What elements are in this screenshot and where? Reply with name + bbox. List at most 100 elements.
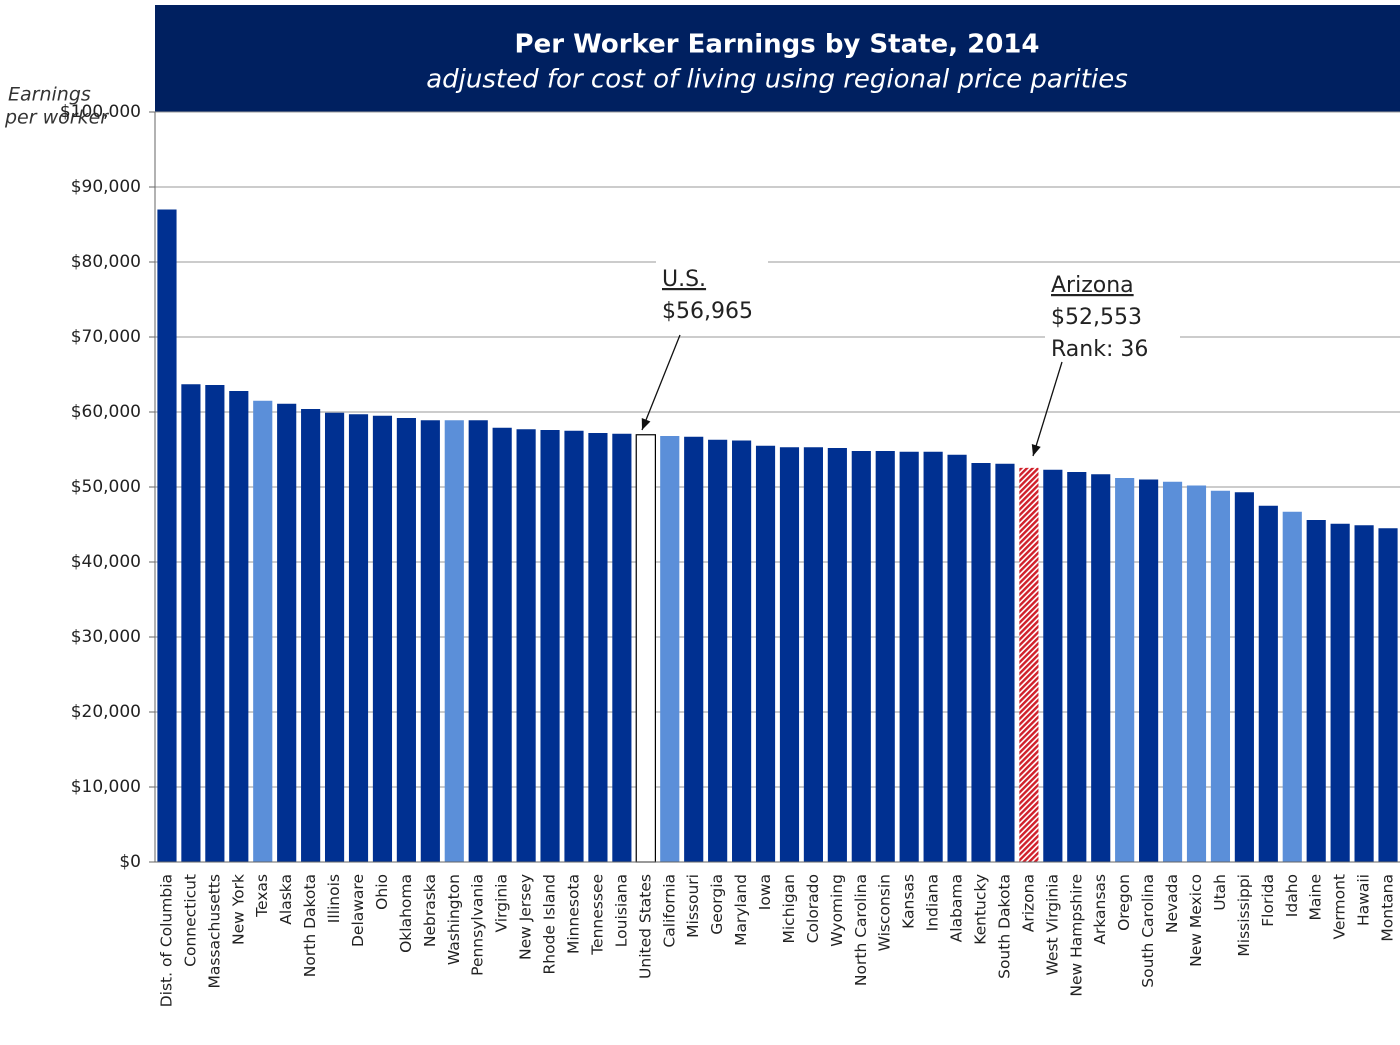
x-tick-label: Oklahoma: [397, 874, 415, 953]
bar: [875, 451, 895, 862]
x-tick-label: Oregon: [1115, 874, 1133, 931]
bar: [324, 412, 345, 862]
x-tick-label: South Carolina: [1139, 874, 1157, 988]
x-tick-label: Maryland: [732, 874, 750, 946]
annotation-box: [1045, 264, 1180, 372]
x-tick-label: Michigan: [780, 874, 798, 944]
x-tick-label: Delaware: [349, 874, 367, 947]
bar: [1043, 469, 1063, 862]
bar: [564, 430, 584, 862]
bar: [708, 439, 728, 862]
y-tick-label: $70,000: [71, 327, 141, 347]
bar: [995, 463, 1015, 862]
x-tick-label: South Dakota: [995, 874, 1013, 979]
bar: [612, 433, 632, 862]
bar: [1019, 467, 1039, 862]
bar: [253, 400, 273, 862]
y-tick-label: $10,000: [71, 777, 141, 797]
x-tick-label: New Jersey: [517, 874, 535, 960]
title-banner: [155, 5, 1400, 112]
x-tick-label: Mississippi: [1235, 874, 1253, 957]
chart-title: Per Worker Earnings by State, 2014: [515, 30, 1040, 60]
bar: [1139, 479, 1159, 862]
y-tick-label: $30,000: [71, 627, 141, 647]
bar: [301, 409, 321, 862]
annotation-text: U.S.: [662, 267, 706, 292]
bar: [420, 420, 440, 862]
x-tick-label: Dist. of Columbia: [157, 874, 175, 1007]
x-tick-label: Georgia: [708, 874, 726, 935]
x-tick-label: Massachusetts: [205, 874, 223, 989]
bar: [1258, 505, 1278, 862]
x-tick-label: Ohio: [373, 874, 391, 910]
bar: [851, 451, 871, 862]
x-tick-label: Colorado: [804, 874, 822, 943]
y-tick-label: $20,000: [71, 702, 141, 722]
annotation-arrow: [1032, 361, 1063, 457]
bar: [157, 209, 177, 862]
x-tick-label: Kentucky: [972, 874, 990, 945]
bar: [1091, 474, 1111, 862]
bar: [1115, 478, 1135, 862]
x-tick-label: Connecticut: [181, 874, 199, 967]
x-tick-label: New York: [229, 874, 247, 945]
chart-subtitle: adjusted for cost of living using region…: [426, 65, 1128, 95]
bar: [1354, 525, 1374, 862]
x-tick-label: Nebraska: [421, 874, 439, 947]
bar: [684, 436, 704, 862]
x-tick-label: Illinois: [325, 874, 343, 923]
x-tick-label: Idaho: [1283, 874, 1301, 917]
bar: [755, 445, 776, 862]
bar: [540, 430, 560, 862]
y-tick-label: $40,000: [71, 552, 141, 572]
bar: [1282, 511, 1302, 862]
bar: [923, 451, 943, 862]
y-tick-label: $100,000: [60, 102, 141, 122]
bar: [492, 427, 512, 862]
x-tick-label: Wyoming: [828, 874, 846, 947]
x-tick-label: Arizona: [1019, 874, 1037, 932]
bar: [971, 463, 991, 862]
bar: [277, 403, 297, 862]
x-tick-label: Pennsylvania: [469, 874, 487, 976]
annotation-text: $52,553: [1051, 305, 1142, 330]
x-tick-label: Minnesota: [564, 874, 582, 954]
annotation-text: $56,965: [662, 299, 753, 324]
bar: [827, 448, 847, 862]
x-tick-label: Missouri: [684, 874, 702, 938]
y-tick-label: $90,000: [71, 177, 141, 197]
bar: [732, 440, 752, 862]
x-tick-label: Florida: [1259, 874, 1277, 927]
y-axis-label: Earnings: [8, 84, 91, 106]
x-tick-label: Hawaii: [1355, 874, 1373, 926]
bar: [803, 447, 823, 862]
x-tick-label: Indiana: [924, 874, 942, 931]
x-tick-label: Vermont: [1331, 874, 1349, 940]
bar: [899, 451, 919, 862]
bar: [1330, 523, 1350, 862]
bar: [444, 420, 464, 862]
x-tick-label: Louisiana: [612, 874, 630, 947]
x-tick-label: Rhode Island: [541, 874, 559, 975]
x-tick-label: Virginia: [493, 874, 511, 932]
annotation-box: [656, 258, 768, 334]
x-tick-label: New Hampshire: [1067, 874, 1085, 997]
bar: [1162, 481, 1183, 862]
bar: [660, 436, 680, 862]
x-tick-label: Nevada: [1163, 874, 1181, 933]
x-tick-label: Iowa: [756, 874, 774, 910]
x-tick-label: North Carolina: [852, 874, 870, 986]
bar: [1067, 472, 1087, 862]
y-tick-label: $60,000: [71, 402, 141, 422]
x-tick-label: Montana: [1379, 874, 1397, 942]
x-tick-label: Tennessee: [588, 874, 606, 956]
x-tick-label: Washington: [445, 874, 463, 965]
x-tick-label: North Dakota: [301, 874, 319, 977]
x-tick-label: Alaska: [277, 874, 295, 925]
annotation-text: Rank: 36: [1051, 337, 1148, 362]
x-tick-label: Maine: [1307, 874, 1325, 921]
x-tick-label: Utah: [1211, 874, 1229, 911]
x-tick-label: Arkansas: [1091, 874, 1109, 945]
bar: [372, 415, 393, 862]
